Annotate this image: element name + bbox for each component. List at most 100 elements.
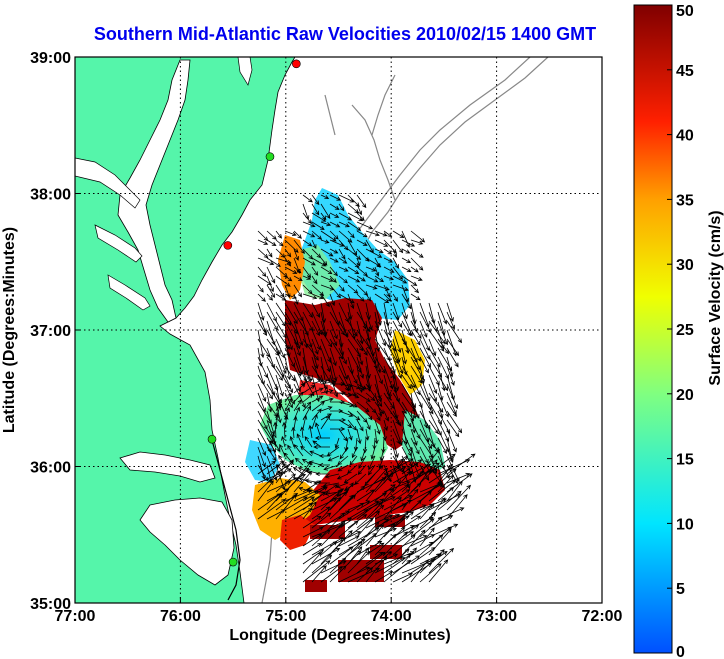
velocity-arrow — [374, 356, 386, 374]
velocity-arrow — [315, 471, 330, 477]
velocity-arrow — [392, 525, 415, 538]
velocity-arrow — [257, 320, 268, 336]
velocity-arrow — [311, 203, 320, 216]
velocity-arrow — [401, 230, 410, 248]
velocity-arrow — [275, 338, 285, 359]
velocity-arrow — [437, 392, 449, 418]
velocity-arrow — [356, 510, 380, 538]
velocity-arrow — [392, 511, 414, 529]
velocity-arrow — [356, 504, 385, 529]
velocity-arrow — [437, 320, 449, 346]
velocity-arrow — [266, 248, 273, 258]
velocity-arrow — [302, 560, 331, 583]
velocity-arrow — [446, 453, 476, 475]
velocity-arrow — [311, 320, 320, 337]
velocity-arrow — [293, 347, 304, 376]
velocity-arrow — [419, 329, 430, 352]
velocity-arrow — [351, 446, 358, 459]
velocity-arrow — [329, 557, 347, 574]
velocity-region-orange-north — [278, 235, 305, 300]
velocity-arrow — [401, 488, 419, 511]
velocity-arrow — [329, 293, 336, 307]
velocity-arrow — [374, 320, 387, 347]
velocity-arrow — [410, 257, 424, 271]
velocity-arrow — [437, 464, 444, 488]
velocity-arrow — [437, 490, 462, 511]
velocity-arrow — [356, 383, 368, 390]
velocity-arrow — [266, 293, 274, 301]
rappahannock-river — [94, 224, 143, 263]
velocity-arrow — [446, 302, 454, 323]
y-tick-label: 37:00 — [30, 323, 71, 340]
colorbar-tick-label: 20 — [676, 387, 694, 404]
velocity-arrow — [302, 221, 316, 228]
velocity-arrow — [428, 437, 439, 453]
velocity-arrow — [282, 421, 287, 439]
velocity-region-north-green — [298, 245, 340, 300]
velocity-arrow — [419, 459, 438, 484]
velocity-arrow — [293, 284, 302, 298]
velocity-arrow — [311, 347, 319, 370]
velocity-arrow — [437, 374, 449, 392]
velocity-arrow — [311, 395, 324, 403]
velocity-arrow — [383, 458, 404, 484]
velocity-arrow — [338, 428, 348, 442]
velocity-arrow — [383, 410, 389, 422]
velocity-arrow — [266, 446, 277, 462]
velocity-arrow — [428, 523, 459, 538]
velocity-arrow — [392, 531, 414, 547]
velocity-arrow — [329, 239, 345, 247]
velocity-arrow — [257, 374, 273, 400]
velocity-arrow — [365, 392, 376, 402]
velocity-arrow — [320, 257, 328, 266]
velocity-arrow — [419, 502, 435, 520]
velocity-arrow — [383, 284, 391, 298]
velocity-arrow — [419, 446, 429, 464]
velocity-arrow — [329, 329, 338, 347]
velocity-arrow — [401, 239, 416, 247]
velocity-arrow — [365, 551, 384, 565]
york-river — [107, 274, 151, 311]
velocity-arrow — [365, 257, 382, 268]
velocity-arrow — [320, 415, 331, 430]
colorbar-tick-label: 40 — [676, 128, 694, 145]
velocity-arrow — [356, 546, 370, 565]
velocity-arrow — [311, 554, 333, 574]
velocity-arrow — [356, 293, 365, 302]
velocity-arrow — [428, 347, 441, 368]
velocity-arrow — [356, 257, 361, 267]
velocity-patch-3 — [305, 580, 327, 592]
velocity-arrow — [446, 365, 455, 386]
velocity-arrow — [401, 515, 422, 529]
velocity-arrow — [374, 302, 382, 326]
velocity-arrow — [419, 534, 444, 556]
velocity-arrow — [365, 275, 379, 283]
velocity-arrow — [338, 374, 349, 392]
velocity-arrow — [293, 496, 315, 511]
velocity-arrow — [275, 494, 297, 520]
velocity-arrow — [338, 275, 348, 284]
velocity-arrow — [300, 445, 313, 457]
velocity-arrow — [320, 347, 331, 373]
velocity-arrow — [374, 293, 390, 304]
x-axis: 77:00 76:00 75:00 74:00 73:00 72:00 — [55, 597, 623, 625]
velocity-arrow — [257, 460, 277, 475]
velocity-arrow — [437, 410, 451, 434]
velocity-arrow — [282, 463, 295, 475]
velocity-arrow — [356, 239, 368, 246]
velocity-arrow — [293, 338, 301, 357]
velocity-arrow — [292, 467, 304, 475]
velocity-arrow — [383, 464, 392, 483]
velocity-arrow — [392, 356, 402, 379]
velocity-arrow — [311, 266, 319, 276]
velocity-arrow — [446, 480, 463, 502]
velocity-arrow — [401, 347, 407, 365]
velocity-arrow — [410, 518, 435, 538]
x-tick-label: 74:00 — [371, 608, 412, 625]
velocity-arrow — [338, 221, 350, 228]
velocity-arrow — [347, 567, 381, 583]
velocity-arrow — [338, 248, 346, 260]
velocity-arrow — [284, 248, 292, 258]
velocity-arrow — [437, 365, 446, 392]
velocity-arrow — [329, 203, 340, 210]
